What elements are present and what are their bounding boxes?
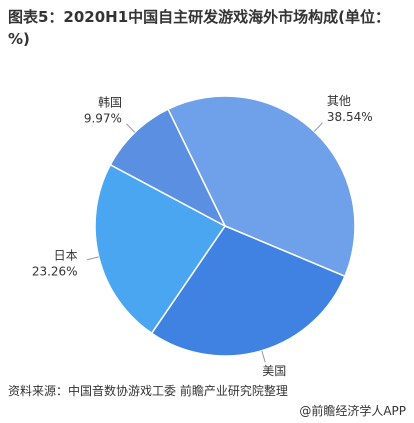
- value-label: 9.97%: [84, 111, 122, 125]
- pie-slice: [109, 108, 227, 228]
- source: 资料来源：中国音数协游戏工委 前瞻产业研究院整理: [8, 384, 288, 398]
- slice-label: 美国: [262, 364, 286, 378]
- pie-slice: [167, 95, 356, 278]
- value-label: 23.26%: [32, 265, 78, 279]
- leader-line: [126, 123, 136, 133]
- value-label: 38.54%: [327, 110, 373, 124]
- leader-line: [261, 350, 266, 363]
- footer: @前瞻经济学人APP: [299, 404, 406, 418]
- pie-slice: [150, 225, 346, 357]
- slice-label: 日本: [54, 249, 78, 263]
- leader-line: [313, 122, 323, 132]
- chart-title: 图表5：2020H1中国自主研发游戏海外市场构成(单位：%): [8, 8, 391, 48]
- leader-line: [86, 256, 99, 261]
- slice-label: 韩国: [98, 94, 122, 109]
- slice-label: 其他: [327, 94, 351, 108]
